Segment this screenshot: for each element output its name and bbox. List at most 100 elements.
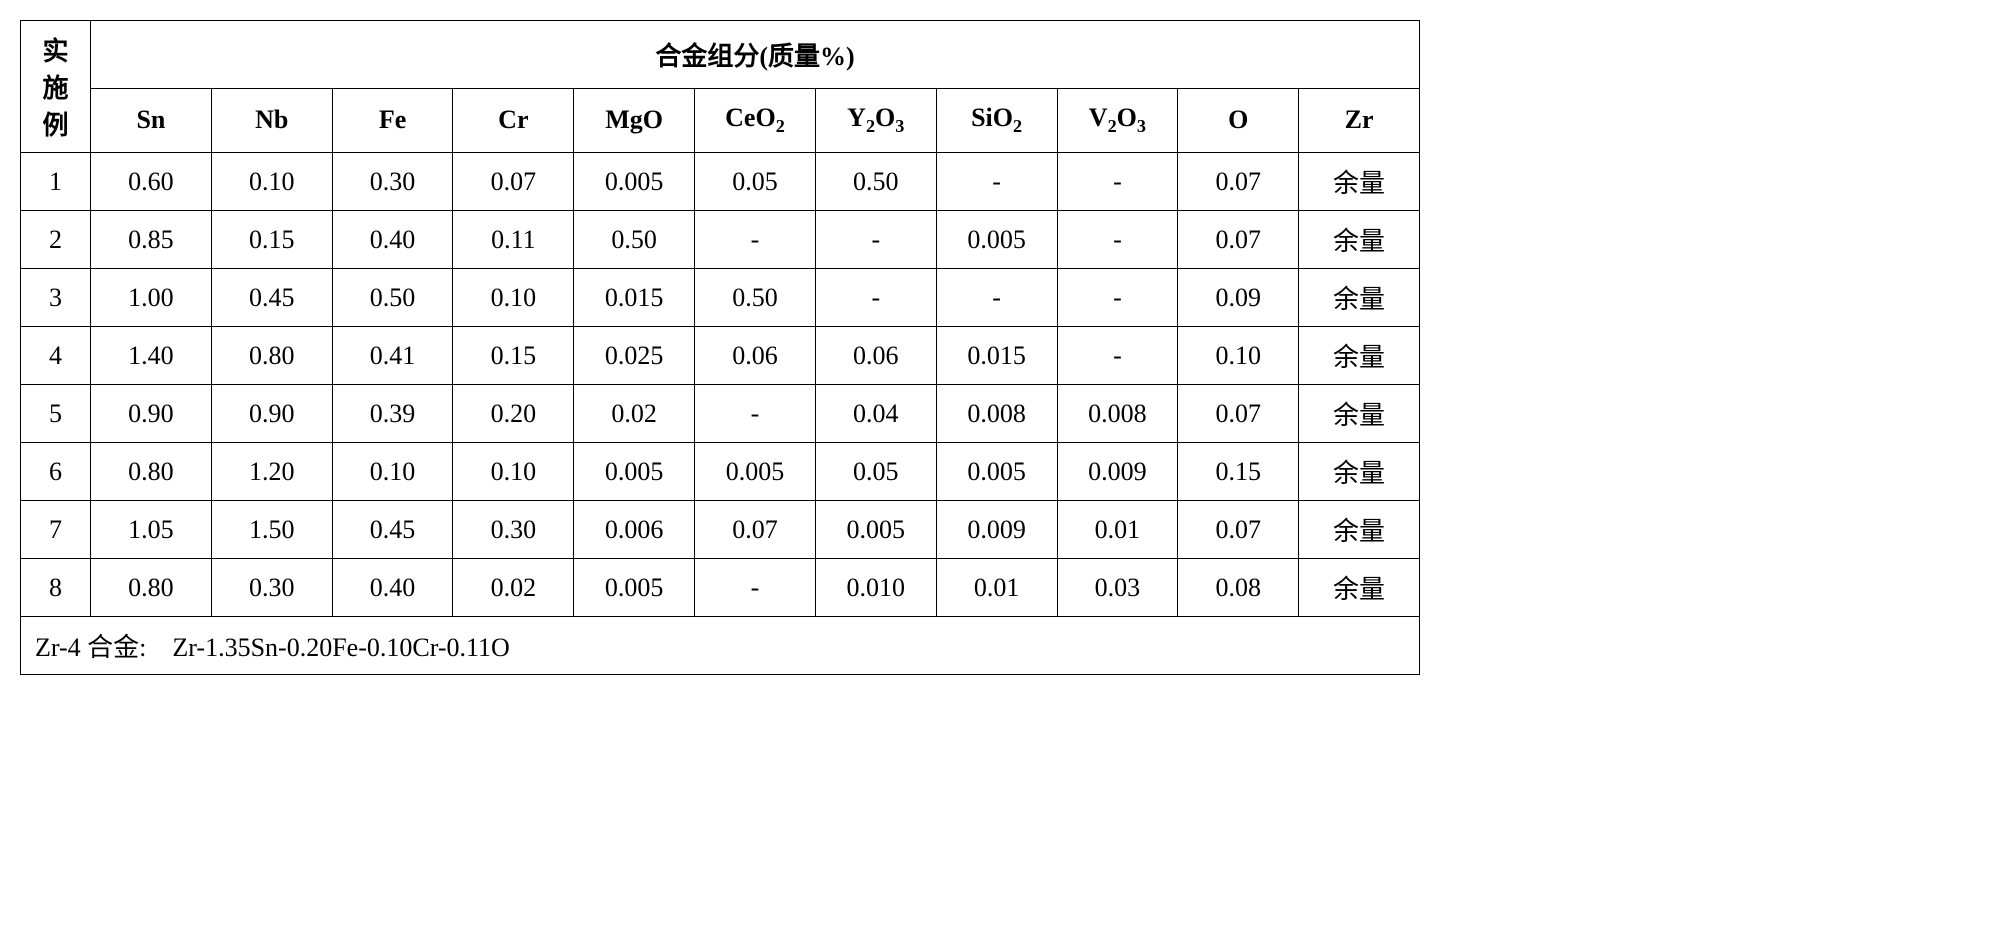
cell: 0.07	[1178, 153, 1299, 211]
cell: 0.40	[332, 559, 453, 617]
cell: 0.006	[574, 501, 695, 559]
cell: 余量	[1299, 327, 1420, 385]
col-ceo2: CeO2	[695, 88, 816, 152]
table-row: 80.800.300.400.020.005-0.0100.010.030.08…	[21, 559, 1420, 617]
cell: -	[695, 211, 816, 269]
cell: 0.41	[332, 327, 453, 385]
cell: 0.50	[695, 269, 816, 327]
cell: 0.15	[453, 327, 574, 385]
col-cr: Cr	[453, 88, 574, 152]
footnote: Zr-4 合金: Zr-1.35Sn-0.20Fe-0.10Cr-0.11O	[21, 617, 1420, 675]
cell: 0.07	[1178, 211, 1299, 269]
cell: -	[815, 211, 936, 269]
cell: 0.015	[936, 327, 1057, 385]
cell: 0.50	[332, 269, 453, 327]
cell: 0.15	[1178, 443, 1299, 501]
table-row: 10.600.100.300.070.0050.050.50--0.07余量	[21, 153, 1420, 211]
row-id: 8	[21, 559, 91, 617]
cell: 0.005	[815, 501, 936, 559]
group-header: 合金组分(质量%)	[91, 21, 1420, 89]
cell: -	[936, 153, 1057, 211]
table-body: 10.600.100.300.070.0050.050.50--0.07余量20…	[21, 153, 1420, 617]
cell: 0.08	[1178, 559, 1299, 617]
cell: 0.07	[453, 153, 574, 211]
row-id: 6	[21, 443, 91, 501]
cell: 0.02	[453, 559, 574, 617]
alloy-composition-table: 实 施 例 合金组分(质量%) Sn Nb Fe Cr MgO CeO2 Y2O…	[20, 20, 1420, 675]
cell: 0.005	[936, 443, 1057, 501]
cell: 0.10	[211, 153, 332, 211]
cell: 0.03	[1057, 559, 1178, 617]
cell: 0.85	[91, 211, 212, 269]
cell: 0.09	[1178, 269, 1299, 327]
cell: 0.10	[453, 269, 574, 327]
cell: 0.010	[815, 559, 936, 617]
cell: 0.45	[211, 269, 332, 327]
cell: 0.10	[1178, 327, 1299, 385]
cell: 余量	[1299, 501, 1420, 559]
cell: 0.005	[936, 211, 1057, 269]
cell: 余量	[1299, 269, 1420, 327]
col-fe: Fe	[332, 88, 453, 152]
cell: 0.90	[91, 385, 212, 443]
cell: 0.30	[332, 153, 453, 211]
cell: 0.10	[453, 443, 574, 501]
col-y2o3: Y2O3	[815, 88, 936, 152]
cell: 0.06	[695, 327, 816, 385]
cell: 0.30	[453, 501, 574, 559]
col-sio2: SiO2	[936, 88, 1057, 152]
row-id: 5	[21, 385, 91, 443]
cell: 1.00	[91, 269, 212, 327]
cell: 0.40	[332, 211, 453, 269]
cell: 0.06	[815, 327, 936, 385]
cell: 0.005	[695, 443, 816, 501]
table-row: 50.900.900.390.200.02-0.040.0080.0080.07…	[21, 385, 1420, 443]
cell: 0.005	[574, 559, 695, 617]
cell: 0.005	[574, 443, 695, 501]
cell: 0.008	[936, 385, 1057, 443]
cell: 0.009	[936, 501, 1057, 559]
cell: 余量	[1299, 559, 1420, 617]
cell: 0.50	[815, 153, 936, 211]
cell: 0.02	[574, 385, 695, 443]
cell: 0.10	[332, 443, 453, 501]
cell: -	[1057, 153, 1178, 211]
data-table: 实 施 例 合金组分(质量%) Sn Nb Fe Cr MgO CeO2 Y2O…	[20, 20, 1420, 675]
table-row: 71.051.500.450.300.0060.070.0050.0090.01…	[21, 501, 1420, 559]
cell: 余量	[1299, 153, 1420, 211]
cell: 0.39	[332, 385, 453, 443]
cell: 0.009	[1057, 443, 1178, 501]
table-row: 41.400.800.410.150.0250.060.060.015-0.10…	[21, 327, 1420, 385]
cell: 1.40	[91, 327, 212, 385]
cell: 0.80	[91, 559, 212, 617]
table-row: 60.801.200.100.100.0050.0050.050.0050.00…	[21, 443, 1420, 501]
col-sn: Sn	[91, 88, 212, 152]
cell: -	[815, 269, 936, 327]
cell: 1.50	[211, 501, 332, 559]
cell: 0.50	[574, 211, 695, 269]
cell: -	[695, 559, 816, 617]
cell: 1.20	[211, 443, 332, 501]
cell: 0.80	[91, 443, 212, 501]
cell: 0.005	[574, 153, 695, 211]
col-zr: Zr	[1299, 88, 1420, 152]
cell: 0.015	[574, 269, 695, 327]
cell: 0.04	[815, 385, 936, 443]
table-row: 20.850.150.400.110.50--0.005-0.07余量	[21, 211, 1420, 269]
cell: 0.008	[1057, 385, 1178, 443]
rowhead-label: 实 施 例	[21, 21, 91, 153]
cell: 0.15	[211, 211, 332, 269]
cell: 0.45	[332, 501, 453, 559]
cell: 余量	[1299, 385, 1420, 443]
cell: 0.05	[695, 153, 816, 211]
cell: 0.80	[211, 327, 332, 385]
cell: 0.11	[453, 211, 574, 269]
cell: 0.07	[695, 501, 816, 559]
row-id: 4	[21, 327, 91, 385]
cell: 余量	[1299, 443, 1420, 501]
cell: -	[1057, 327, 1178, 385]
cell: 0.07	[1178, 501, 1299, 559]
cell: 1.05	[91, 501, 212, 559]
row-id: 7	[21, 501, 91, 559]
cell: 0.20	[453, 385, 574, 443]
